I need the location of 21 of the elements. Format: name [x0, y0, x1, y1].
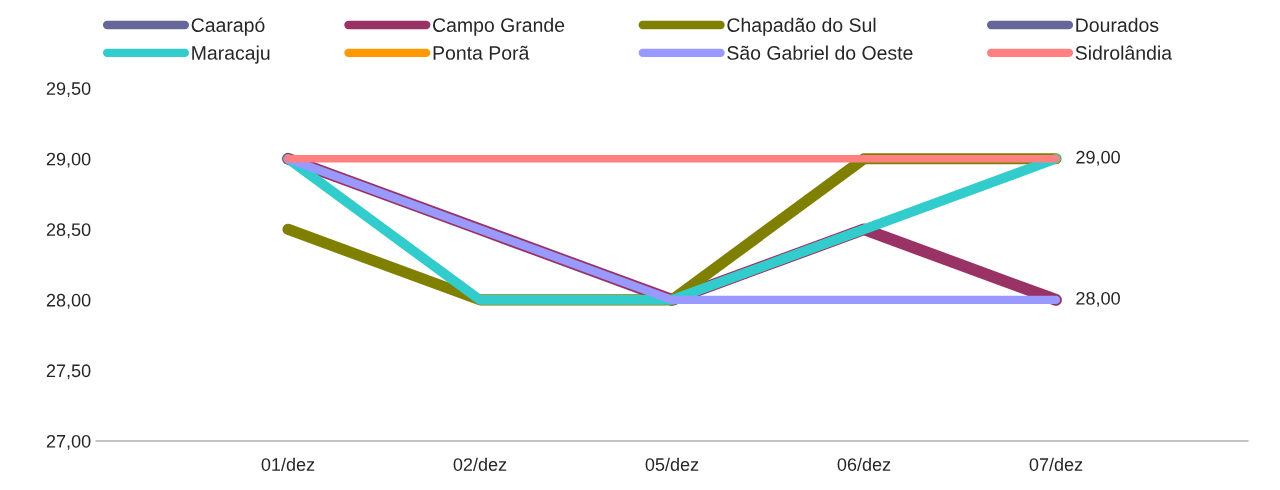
- legend-label: Sidrolândia: [1075, 45, 1173, 60]
- legend-label: Maracaju: [192, 45, 270, 64]
- y-tick-label: 28,00: [46, 293, 91, 309]
- x-tick-label: 02/dez: [453, 457, 507, 471]
- y-tick-label: 29,00: [46, 152, 91, 168]
- y-tick-label: 29,50: [46, 82, 91, 98]
- y-tick-label: 27,00: [46, 434, 91, 450]
- x-tick-label: 06/dez: [837, 457, 891, 471]
- legend-label: São Gabriel do Oeste: [727, 45, 913, 60]
- legend-label: Ponta Porã: [433, 45, 530, 60]
- y-tick-label: 28,50: [46, 223, 91, 239]
- legend-label: Caarapó: [191, 17, 265, 36]
- x-tick-label: 07/dez: [1029, 457, 1083, 471]
- legend-label: Dourados: [1076, 17, 1159, 33]
- y-tick-label: 27,50: [46, 364, 91, 380]
- annotation: 29,00: [1076, 150, 1120, 166]
- annotation: 28,00: [1076, 291, 1120, 307]
- x-tick-label: 01/dez: [261, 457, 315, 471]
- x-tick-label: 05/dez: [645, 457, 699, 471]
- legend-label: Chapadão do Sul: [727, 17, 876, 36]
- legend-label: Campo Grande: [433, 17, 565, 36]
